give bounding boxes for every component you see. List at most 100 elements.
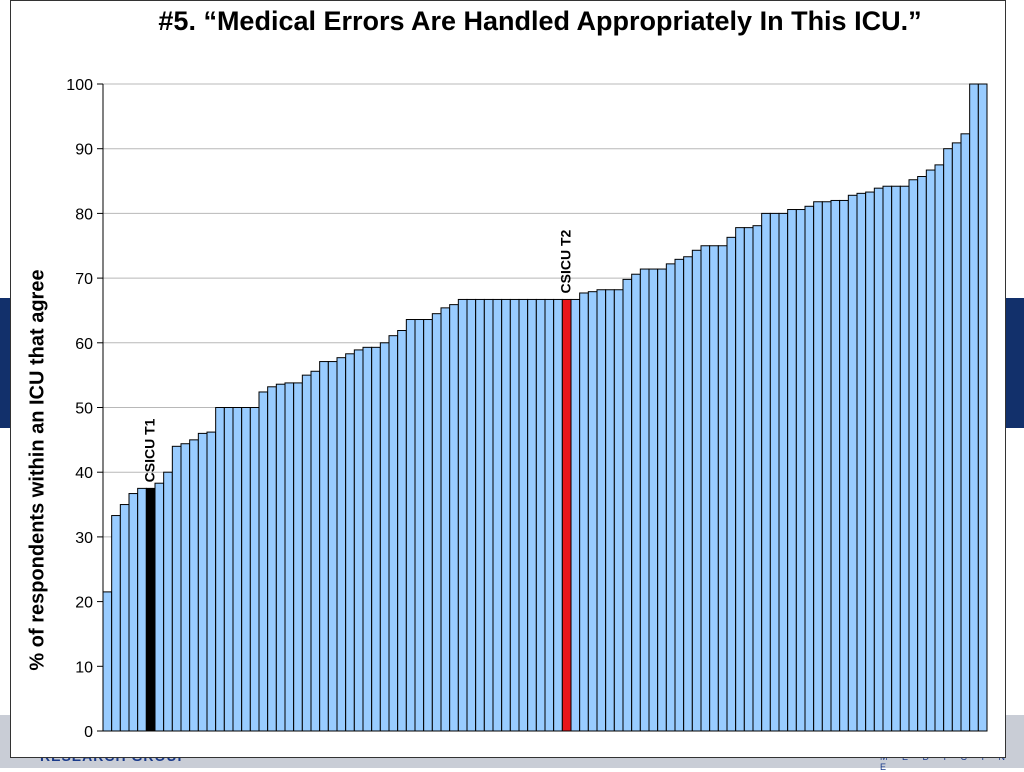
bar xyxy=(917,176,927,732)
bar xyxy=(908,179,919,732)
bar xyxy=(821,201,832,732)
bar xyxy=(813,201,823,732)
y-tick-label: 60 xyxy=(75,336,93,353)
bar xyxy=(249,407,260,732)
bar xyxy=(275,383,286,732)
bar xyxy=(457,298,468,732)
y-tick-label: 90 xyxy=(75,142,93,159)
bar xyxy=(683,256,693,732)
bar xyxy=(899,185,910,732)
y-tick-label: 40 xyxy=(75,465,93,482)
bar xyxy=(847,194,858,732)
y-tick-label: 0 xyxy=(84,724,93,741)
bar xyxy=(371,346,381,732)
bar xyxy=(579,292,589,732)
bar xyxy=(353,349,364,732)
bar xyxy=(596,289,607,732)
bar xyxy=(362,346,373,732)
bar-annotation: CSICU T1 xyxy=(141,418,157,482)
bar xyxy=(622,278,633,732)
bar xyxy=(336,357,347,732)
bar xyxy=(553,298,563,732)
bar xyxy=(475,298,485,732)
bar xyxy=(839,199,849,732)
bar xyxy=(527,298,537,732)
bar xyxy=(449,304,459,732)
y-tick-label: 70 xyxy=(75,271,93,288)
bar xyxy=(639,268,650,732)
bar xyxy=(657,268,667,732)
bar xyxy=(466,298,477,732)
bar xyxy=(492,298,503,732)
bar xyxy=(327,361,338,732)
bar xyxy=(431,313,442,732)
bar xyxy=(483,298,494,732)
bar xyxy=(761,212,771,732)
bar xyxy=(232,407,243,732)
bar xyxy=(544,298,555,732)
bar xyxy=(648,268,659,732)
bar xyxy=(977,83,988,732)
y-tick-label: 100 xyxy=(66,77,93,94)
bar xyxy=(769,212,780,732)
bar xyxy=(206,431,217,732)
y-tick-label: 20 xyxy=(75,595,93,612)
y-tick-label: 50 xyxy=(75,401,93,418)
bar xyxy=(613,289,624,732)
bar xyxy=(665,263,676,732)
highlighted-bar xyxy=(561,298,572,732)
bar xyxy=(163,471,173,732)
bar xyxy=(830,199,841,732)
bar xyxy=(969,83,979,732)
bar xyxy=(197,432,208,732)
bar xyxy=(631,273,641,732)
bar xyxy=(171,445,182,732)
bar xyxy=(241,407,251,732)
bar xyxy=(154,482,165,732)
bar xyxy=(752,225,763,732)
bar xyxy=(674,258,685,732)
bar xyxy=(310,370,321,732)
background-band-right xyxy=(1004,298,1024,428)
bar xyxy=(951,142,962,732)
bar xyxy=(137,487,147,732)
bar xyxy=(518,298,529,732)
bar xyxy=(414,319,425,732)
bar xyxy=(509,298,520,732)
bar xyxy=(691,249,702,732)
bar xyxy=(795,209,806,732)
bar xyxy=(111,515,121,732)
bar xyxy=(960,133,971,732)
bar xyxy=(501,298,511,732)
bar xyxy=(189,439,199,732)
bar xyxy=(128,493,139,732)
bar xyxy=(423,319,433,732)
bar xyxy=(535,298,546,732)
bar xyxy=(709,245,719,732)
chart-title: #5. “Medical Errors Are Handled Appropri… xyxy=(158,6,922,36)
bar xyxy=(787,209,797,732)
bar xyxy=(873,187,884,732)
bar xyxy=(882,185,893,732)
bar xyxy=(778,212,789,732)
bar xyxy=(180,443,191,732)
y-tick-label: 10 xyxy=(75,659,93,676)
bar xyxy=(605,289,615,732)
bar xyxy=(440,307,451,732)
bar xyxy=(804,205,815,732)
bar xyxy=(700,245,711,732)
bar xyxy=(284,382,295,732)
bar xyxy=(301,374,312,732)
y-tick-label: 30 xyxy=(75,530,93,547)
bar xyxy=(267,386,277,732)
bar xyxy=(319,361,329,732)
bar xyxy=(223,407,234,732)
bar xyxy=(293,382,303,732)
bar xyxy=(215,407,225,732)
bar xyxy=(934,164,945,732)
bar xyxy=(119,504,130,732)
bar xyxy=(735,227,745,732)
bar xyxy=(865,191,875,732)
bar xyxy=(345,353,355,732)
